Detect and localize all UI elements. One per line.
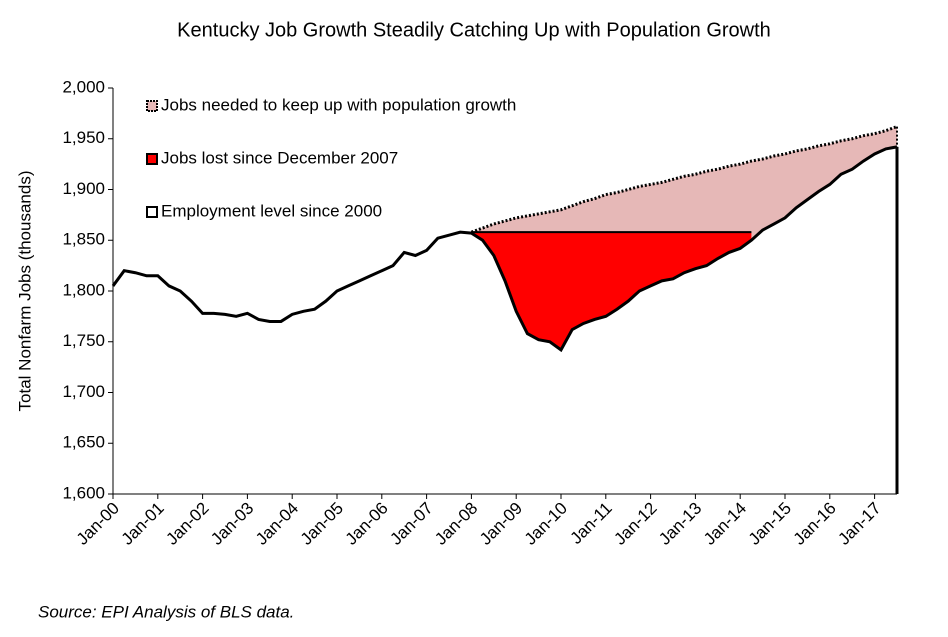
y-tick-label: 1,900 [62,179,105,198]
x-tick-label: Jan-14 [700,499,750,549]
x-tick-label: Jan-15 [745,499,795,549]
x-tick-label: Jan-11 [567,499,616,548]
legend-swatch [146,153,158,165]
y-tick-label: 1,700 [62,382,105,401]
y-tick-label: 1,600 [62,483,105,502]
x-tick-label: Jan-06 [342,499,392,549]
legend-label: Jobs needed to keep up with population g… [161,95,516,114]
chart-title: Kentucky Job Growth Steadily Catching Up… [177,19,771,41]
source-note: Source: EPI Analysis of BLS data. [38,602,294,621]
legend-swatch [146,100,158,112]
legend-label: Employment level since 2000 [161,201,382,220]
employment-area [113,146,897,494]
y-axis-label: Total Nonfarm Jobs (thousands) [15,171,34,412]
y-tick-label: 1,750 [62,331,105,350]
x-tick-label: Jan-10 [521,499,571,549]
x-tick-label: Jan-16 [790,499,840,549]
x-tick-label: Jan-02 [162,499,212,549]
legend-label: Jobs lost since December 2007 [161,148,398,167]
y-tick-label: 1,850 [62,230,105,249]
x-tick-label: Jan-05 [297,499,347,549]
x-tick-label: Jan-00 [73,499,123,549]
x-tick-label: Jan-09 [476,499,526,549]
x-tick-label: Jan-07 [386,499,436,549]
y-tick-label: 2,000 [62,77,105,96]
y-tick-label: 1,950 [62,128,105,147]
x-tick-label: Jan-04 [252,499,302,549]
y-tick-label: 1,800 [62,280,105,299]
y-tick-label: 1,650 [62,433,105,452]
x-tick-label: Jan-12 [610,499,660,549]
x-tick-label: Jan-01 [118,499,168,549]
legend-swatch [146,206,158,218]
x-tick-label: Jan-13 [655,499,705,549]
employment-line [111,145,898,353]
x-tick-label: Jan-08 [431,499,481,549]
population-line [470,125,898,234]
jobs-lost-area [471,232,752,350]
x-tick-label: Jan-03 [207,499,257,549]
x-tick-label: Jan-17 [834,499,884,549]
